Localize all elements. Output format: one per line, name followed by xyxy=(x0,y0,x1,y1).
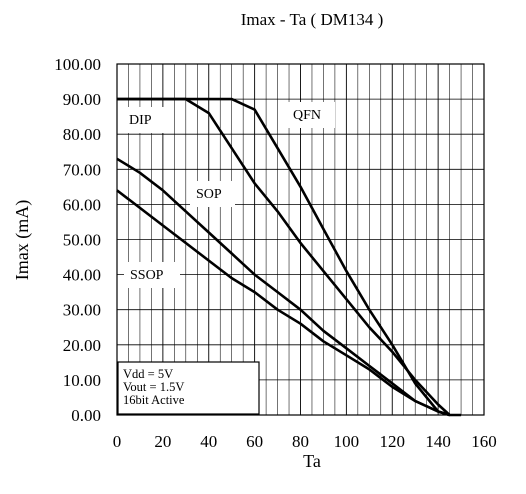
conditions-box: Vdd = 5V Vout = 1.5V 16bit Active xyxy=(117,361,260,415)
y-tick-label: 20.00 xyxy=(63,336,101,355)
series-line-dip xyxy=(117,97,462,417)
x-tick-label: 160 xyxy=(471,432,497,451)
y-tick-label: 30.00 xyxy=(63,301,101,320)
x-tick-label: 60 xyxy=(246,432,263,451)
chart-title: Imax - Ta ( DM134 ) xyxy=(241,10,384,29)
y-tick-label: 90.00 xyxy=(63,90,101,109)
x-tick-labels: 0 20 40 60 80 100 120 140 160 xyxy=(113,432,497,451)
annotation-vdd: Vdd = 5V xyxy=(123,367,173,381)
y-tick-label: 100.00 xyxy=(54,55,101,74)
x-tick-label: 80 xyxy=(292,432,309,451)
annotation-vout: Vout = 1.5V xyxy=(123,380,184,394)
y-tick-label: 40.00 xyxy=(63,266,101,285)
annotation-mode: 16bit Active xyxy=(123,393,185,407)
series-line-sop xyxy=(116,157,450,417)
series-line-ssop xyxy=(116,189,450,417)
series-lines xyxy=(116,97,462,417)
x-tick-label: 100 xyxy=(334,432,360,451)
x-axis-label: Ta xyxy=(303,451,321,471)
y-tick-label: 80.00 xyxy=(63,125,101,144)
y-tick-label: 60.00 xyxy=(63,195,101,214)
y-tick-label: 0.00 xyxy=(71,406,101,425)
series-line-qfn xyxy=(117,97,450,417)
y-tick-label: 10.00 xyxy=(63,371,101,390)
x-tick-label: 0 xyxy=(113,432,122,451)
y-tick-label: 50.00 xyxy=(63,231,101,250)
series-labels: DIP QFN SOP SSOP xyxy=(124,102,335,288)
x-tick-label: 40 xyxy=(200,432,217,451)
series-label-ssop: SSOP xyxy=(130,268,164,283)
series-label-sop: SOP xyxy=(196,187,222,202)
y-tick-labels: 0.00 10.00 20.00 30.00 40.00 50.00 60.00 70.00 8… xyxy=(54,55,101,425)
y-tick-label: 70.00 xyxy=(63,160,101,179)
plot-frame xyxy=(116,63,485,416)
series-label-dip: DIP xyxy=(129,113,152,128)
x-tick-label: 140 xyxy=(425,432,451,451)
x-tick-label: 20 xyxy=(154,432,171,451)
x-tick-label: 120 xyxy=(380,432,406,451)
series-label-qfn: QFN xyxy=(293,108,321,123)
y-axis-label: Imax (mA) xyxy=(12,200,33,280)
